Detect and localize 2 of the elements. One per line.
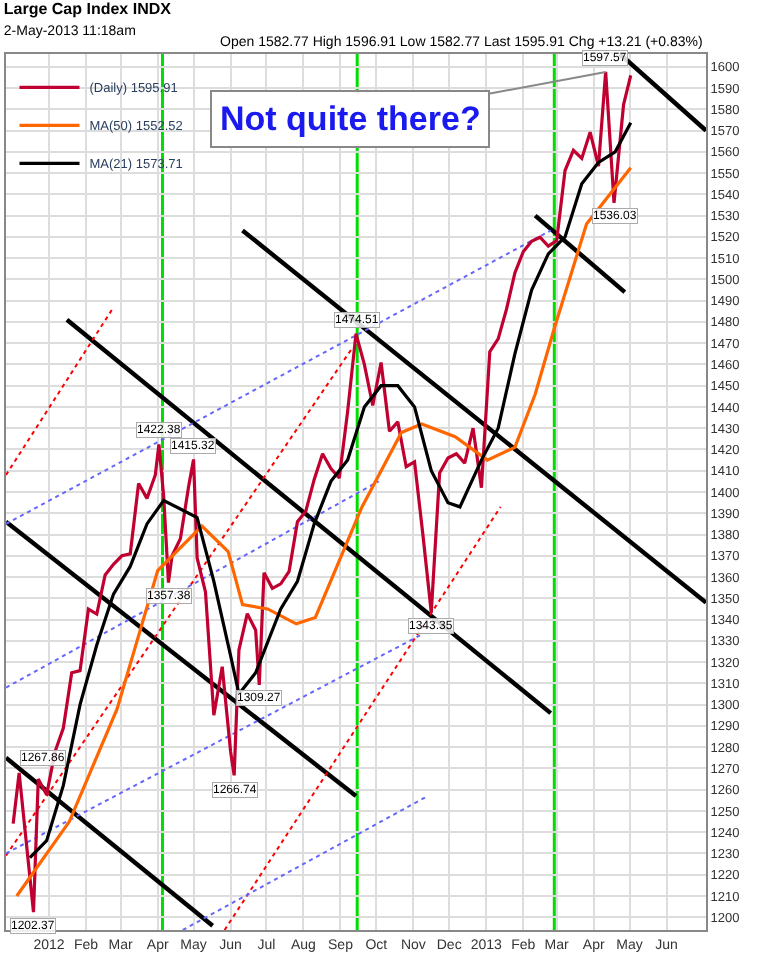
annotation: Not quite there? xyxy=(220,100,481,138)
chart-title: Large Cap Index INDX xyxy=(3,0,173,19)
